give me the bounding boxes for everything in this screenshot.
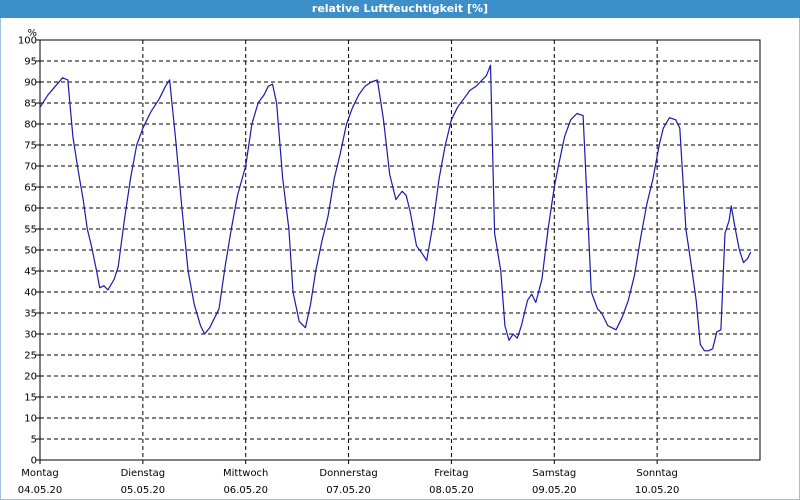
y-tick-label: 30 [24,330,37,341]
y-tick-label: 70 [24,162,37,173]
y-axis-unit-label: % [27,28,37,39]
x-tick-date-label: 06.05.20 [223,485,268,496]
y-tick-label: 35 [24,309,37,320]
x-tick-date-label: 05.05.20 [121,485,166,496]
y-tick-label: 0 [31,456,37,467]
y-tick-label: 15 [24,393,37,404]
x-tick-day-label: Donnerstag [319,468,377,479]
y-tick-label: 80 [24,120,37,131]
x-tick-day-label: Samstag [532,468,576,479]
x-tick-day-label: Mittwoch [223,468,268,479]
x-tick-day-label: Freitag [434,468,468,479]
y-tick-label: 45 [24,267,37,278]
x-tick-date-label: 10.05.20 [635,485,680,496]
chart-title: relative Luftfeuchtigkeit [%] [0,0,800,18]
y-tick-label: 40 [24,288,37,299]
y-tick-label: 10 [24,414,37,425]
y-tick-label: 95 [24,57,37,68]
y-tick-label: 65 [24,183,37,194]
x-tick-date-label: 09.05.20 [532,485,577,496]
y-tick-label: 60 [24,204,37,215]
x-tick-day-label: Montag [21,468,58,479]
x-tick-date-label: 08.05.20 [429,485,474,496]
y-tick-label: 55 [24,225,37,236]
y-tick-label: 20 [24,372,37,383]
x-tick-date-label: 07.05.20 [326,485,371,496]
plot-border [39,39,761,461]
x-tick-day-label: Sonntag [636,468,678,479]
y-tick-label: 100 [18,36,37,47]
y-tick-label: 25 [24,351,37,362]
x-tick-day-label: Dienstag [121,468,166,479]
y-tick-label: 50 [24,246,37,257]
humidity-series-line [39,64,752,352]
x-tick-date-label: 04.05.20 [18,485,63,496]
y-tick-label: 75 [24,141,37,152]
y-tick-label: 85 [24,99,37,110]
y-tick-label: 5 [31,435,37,446]
y-tick-label: 90 [24,78,37,89]
